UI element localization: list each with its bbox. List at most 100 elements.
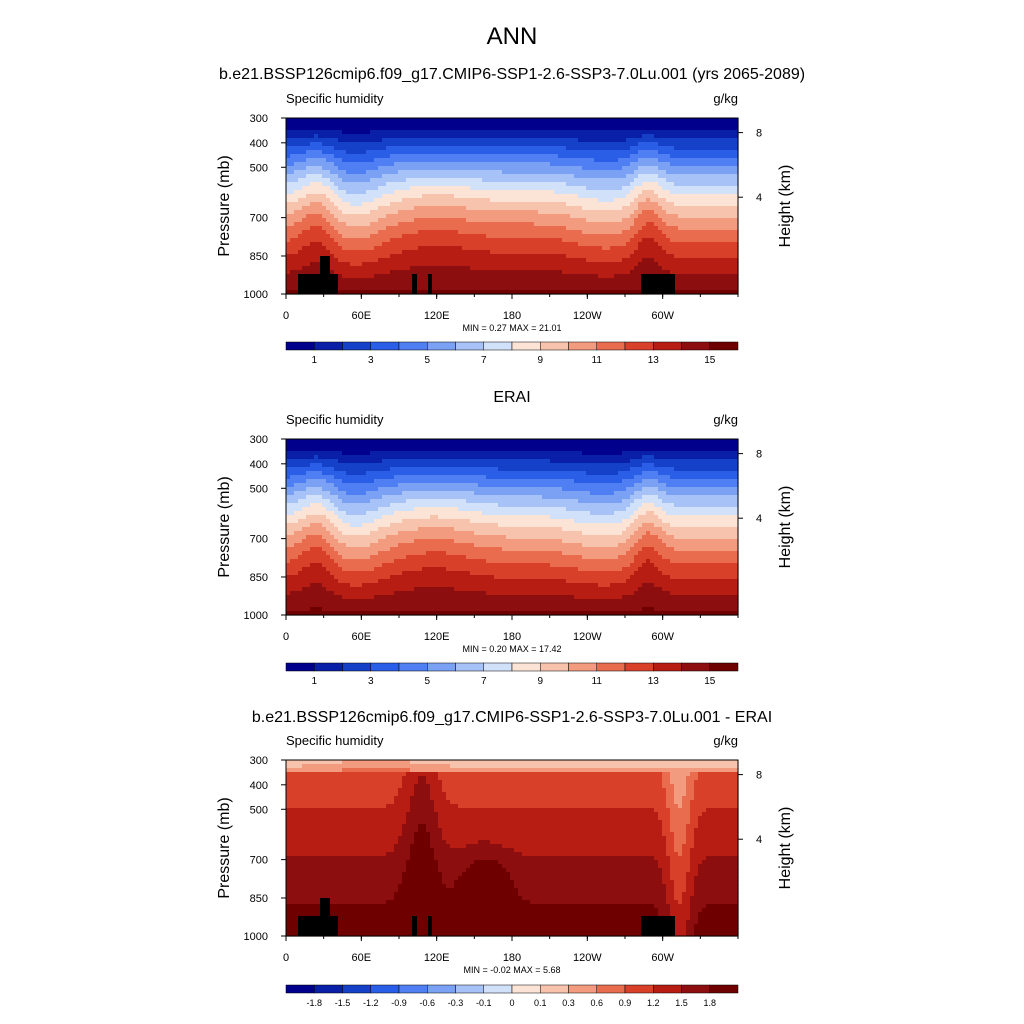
contour-cell — [314, 162, 319, 167]
contour-cell — [538, 290, 543, 295]
contour-cell — [358, 166, 363, 171]
contour-cell — [698, 190, 703, 195]
contour-cell — [598, 198, 603, 203]
contour-cell — [514, 174, 519, 179]
contour-cell — [610, 158, 615, 163]
contour-cell — [690, 174, 695, 179]
contour-cell — [622, 226, 627, 231]
contour-cell — [562, 134, 567, 139]
contour-cell — [314, 166, 319, 171]
contour-cell — [346, 134, 351, 139]
contour-cell — [466, 274, 471, 279]
contour-cell — [638, 122, 643, 127]
contour-cell — [322, 162, 327, 167]
contour-cell — [702, 290, 707, 295]
contour-cell — [530, 226, 535, 231]
contour-cell — [506, 282, 511, 287]
contour-cell — [678, 158, 683, 163]
contour-cell — [674, 282, 679, 287]
contour-cell — [386, 134, 391, 139]
contour-cell — [486, 150, 491, 155]
contour-cell — [366, 174, 371, 179]
contour-cell — [482, 126, 487, 131]
contour-cell — [350, 278, 355, 283]
contour-cell — [502, 266, 507, 271]
contour-cell — [662, 258, 667, 263]
contour-cell — [306, 162, 311, 167]
contour-cell — [310, 170, 315, 175]
contour-cell — [290, 186, 295, 191]
contour-cell — [382, 270, 387, 275]
contour-cell — [390, 286, 395, 291]
contour-cell — [646, 174, 651, 179]
contour-cell — [670, 270, 675, 275]
contour-cell — [494, 218, 499, 223]
contour-cell — [486, 266, 491, 271]
contour-cell — [578, 134, 583, 139]
contour-cell — [730, 198, 735, 203]
contour-cell — [462, 134, 467, 139]
contour-cell — [526, 238, 531, 243]
contour-cell — [406, 138, 411, 143]
contour-cell — [494, 258, 499, 263]
contour-cell — [522, 146, 527, 151]
contour-cell — [658, 138, 663, 143]
contour-cell — [558, 154, 563, 159]
contour-cell — [726, 270, 731, 275]
contour-cell — [502, 190, 507, 195]
contour-cell — [370, 254, 375, 259]
contour-cell — [526, 150, 531, 155]
contour-cell — [646, 190, 651, 195]
contour-cell — [294, 262, 299, 267]
contour-cell — [286, 206, 291, 211]
contour-cell — [618, 122, 623, 127]
contour-cell — [446, 170, 451, 175]
contour-cell — [434, 198, 439, 203]
contour-cell — [546, 278, 551, 283]
contour-cell — [390, 170, 395, 175]
contour-cell — [530, 158, 535, 163]
contour-cell — [510, 134, 515, 139]
contour-cell — [662, 182, 667, 187]
contour-cell — [478, 126, 483, 131]
contour-cell — [686, 138, 691, 143]
contour-cell — [518, 238, 523, 243]
contour-cell — [390, 218, 395, 223]
contour-cell — [586, 238, 591, 243]
contour-cell — [426, 182, 431, 187]
contour-cell — [574, 186, 579, 191]
contour-cell — [390, 258, 395, 263]
contour-cell — [390, 178, 395, 183]
contour-cell — [446, 126, 451, 131]
contour-cell — [710, 254, 715, 259]
contour-cell — [302, 218, 307, 223]
contour-cell — [482, 222, 487, 227]
contour-cell — [590, 214, 595, 219]
contour-cell — [570, 186, 575, 191]
contour-cell — [498, 274, 503, 279]
contour-cell — [442, 226, 447, 231]
contour-cell — [458, 254, 463, 259]
contour-cell — [478, 214, 483, 219]
contour-cell — [530, 154, 535, 159]
contour-cell — [358, 210, 363, 215]
contour-cell — [494, 118, 499, 123]
contour-cell — [666, 186, 671, 191]
contour-cell — [582, 246, 587, 251]
contour-cell — [546, 150, 551, 155]
contour-cell — [470, 282, 475, 287]
contour-cell — [542, 130, 547, 135]
contour-cell — [690, 138, 695, 143]
contour-cell — [354, 166, 359, 171]
contour-cell — [502, 290, 507, 295]
contour-cell — [674, 266, 679, 271]
contour-cell — [706, 194, 711, 199]
contour-cell — [570, 198, 575, 203]
contour-cell — [718, 234, 723, 239]
contour-cell — [334, 194, 339, 199]
contour-cell — [542, 202, 547, 207]
contour-cell — [438, 146, 443, 151]
contour-cell — [346, 178, 351, 183]
contour-cell — [534, 230, 539, 235]
contour-cell — [342, 238, 347, 243]
